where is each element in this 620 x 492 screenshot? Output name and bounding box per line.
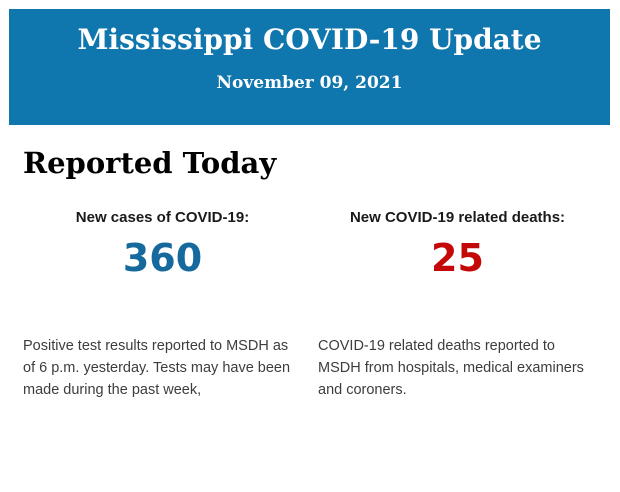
new-deaths-description: COVID-19 related deaths reported to MSDH…: [318, 338, 584, 399]
new-deaths-value: 25: [431, 236, 484, 281]
descriptions-row: Positive test results reported to MSDH a…: [23, 335, 597, 401]
report-body: Reported Today New cases of COVID-19: 36…: [0, 145, 620, 401]
report-date: November 09, 2021: [216, 72, 403, 93]
new-cases-value: 360: [122, 236, 203, 281]
stat-new-cases: New cases of COVID-19: 360: [23, 209, 302, 277]
section-heading: Reported Today: [23, 146, 277, 180]
header-banner: Mississippi COVID-19 Update November 09,…: [9, 9, 610, 125]
page-title: Mississippi COVID-19 Update: [77, 23, 542, 56]
new-cases-description: Positive test results reported to MSDH a…: [23, 338, 291, 399]
stat-new-deaths: New COVID-19 related deaths: 25: [318, 209, 597, 277]
stats-row: New cases of COVID-19: 360 New COVID-19 …: [23, 209, 597, 277]
new-cases-label: New cases of COVID-19:: [75, 209, 250, 227]
new-deaths-label: New COVID-19 related deaths:: [349, 209, 566, 227]
